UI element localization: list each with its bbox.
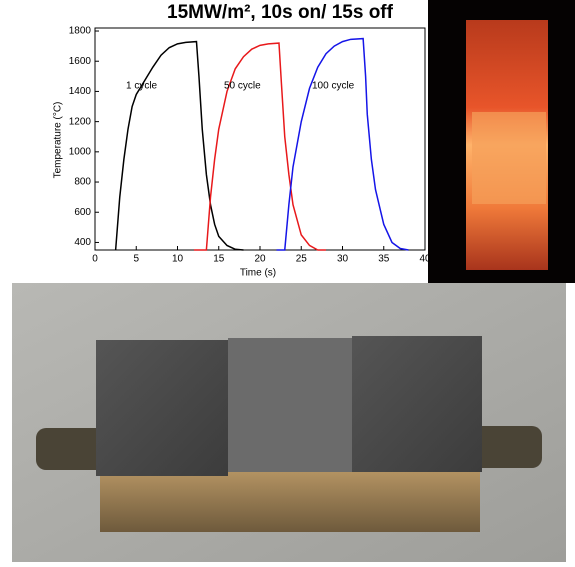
- figure: 15MW/m², 10s on/ 15s off Time (s) Temper…: [0, 0, 575, 562]
- tile-3: [352, 336, 482, 472]
- chart-title: 15MW/m², 10s on/ 15s off: [167, 2, 394, 23]
- copper-base: [100, 470, 480, 532]
- y-tick-label: 800: [74, 177, 91, 188]
- y-tick-label: 1200: [69, 116, 92, 127]
- series-label: 100 cycle: [312, 81, 355, 92]
- y-axis-label: Temperature (°C): [53, 102, 64, 179]
- series-label: 50 cycle: [224, 81, 261, 92]
- x-tick-label: 20: [254, 254, 266, 265]
- y-tick-label: 1400: [69, 86, 92, 97]
- x-tick-label: 10: [172, 254, 184, 265]
- x-tick-label: 35: [378, 254, 390, 265]
- plot-frame: [95, 28, 425, 250]
- x-tick-label: 15: [213, 254, 225, 265]
- tile-1: [96, 340, 228, 476]
- x-tick-label: 0: [92, 254, 98, 265]
- x-tick-label: 5: [133, 254, 139, 265]
- x-tick-label: 40: [419, 254, 431, 265]
- y-tick-label: 1600: [69, 56, 92, 67]
- temperature-line: [116, 42, 244, 250]
- y-tick-label: 1000: [69, 146, 92, 157]
- tile-2: [228, 338, 352, 472]
- x-tick-label: 30: [337, 254, 349, 265]
- y-tick-label: 600: [74, 207, 91, 218]
- x-axis-label: Time (s): [240, 268, 276, 279]
- y-tick-label: 400: [74, 237, 91, 248]
- x-tick-label: 25: [296, 254, 308, 265]
- hot-zone: [472, 112, 546, 204]
- y-tick-label: 1800: [69, 26, 92, 37]
- series-label: 1 cycle: [126, 81, 158, 92]
